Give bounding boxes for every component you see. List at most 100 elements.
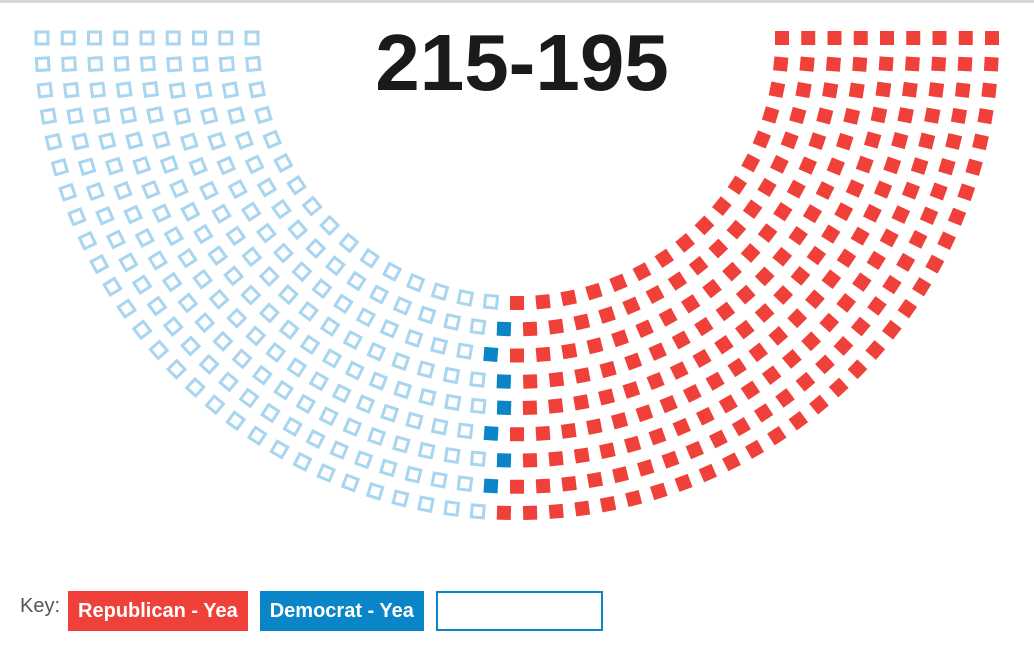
seat bbox=[548, 451, 564, 467]
seat bbox=[659, 394, 678, 414]
seat bbox=[795, 81, 812, 99]
seat bbox=[573, 447, 590, 464]
seat bbox=[332, 293, 354, 315]
seat bbox=[782, 348, 802, 369]
seat bbox=[786, 179, 806, 199]
seat bbox=[147, 250, 169, 271]
seat bbox=[61, 56, 77, 73]
seat bbox=[278, 319, 300, 341]
seat bbox=[748, 342, 769, 363]
seat bbox=[654, 248, 674, 269]
seat bbox=[162, 315, 184, 338]
seat bbox=[295, 393, 316, 415]
seat bbox=[287, 219, 309, 241]
seat bbox=[177, 292, 199, 314]
seat bbox=[58, 182, 78, 202]
seat bbox=[773, 201, 793, 222]
seat bbox=[692, 348, 712, 368]
seat bbox=[770, 155, 789, 174]
seat bbox=[417, 495, 435, 513]
seat bbox=[901, 181, 921, 200]
seat bbox=[244, 30, 260, 46]
seat bbox=[848, 82, 865, 99]
seat bbox=[561, 343, 578, 360]
seat bbox=[924, 107, 941, 124]
seat bbox=[195, 81, 213, 99]
seat bbox=[299, 334, 321, 356]
seat bbox=[879, 228, 899, 248]
seat bbox=[906, 31, 921, 45]
seat bbox=[198, 353, 220, 376]
seat bbox=[731, 417, 751, 437]
seat bbox=[240, 284, 262, 306]
seat bbox=[599, 442, 616, 460]
seat bbox=[735, 284, 756, 305]
seat bbox=[470, 397, 487, 415]
seat bbox=[852, 272, 872, 292]
seat bbox=[622, 381, 641, 399]
seat bbox=[772, 246, 793, 267]
seat bbox=[535, 294, 551, 310]
seat bbox=[329, 440, 350, 460]
seat bbox=[221, 81, 240, 99]
seat bbox=[788, 410, 809, 431]
seat bbox=[180, 201, 201, 222]
seat bbox=[159, 154, 179, 175]
seat bbox=[442, 366, 461, 385]
seat bbox=[522, 453, 538, 468]
seat bbox=[715, 301, 736, 322]
legend-entry: Democrat - Nay bbox=[435, 591, 603, 631]
seat bbox=[211, 203, 232, 224]
seat bbox=[218, 30, 234, 46]
seat bbox=[671, 330, 691, 350]
seat bbox=[87, 30, 102, 46]
seat bbox=[355, 394, 376, 414]
seat bbox=[891, 131, 909, 150]
seat bbox=[787, 308, 808, 329]
seat bbox=[308, 370, 330, 392]
seat bbox=[496, 453, 512, 468]
seat bbox=[359, 247, 381, 269]
seat bbox=[910, 157, 929, 175]
seat bbox=[222, 265, 245, 287]
seat bbox=[661, 450, 680, 469]
seat bbox=[694, 215, 715, 236]
seat bbox=[985, 31, 999, 45]
seat bbox=[116, 298, 138, 320]
seat bbox=[912, 277, 932, 297]
seat bbox=[344, 360, 365, 381]
seat bbox=[867, 296, 887, 316]
seat bbox=[204, 394, 226, 416]
seat bbox=[165, 358, 188, 380]
seat bbox=[740, 243, 761, 263]
seat bbox=[98, 131, 117, 151]
seat bbox=[305, 237, 327, 260]
seat bbox=[548, 503, 564, 519]
seat bbox=[208, 288, 230, 310]
seat bbox=[368, 371, 389, 391]
seat bbox=[983, 56, 999, 72]
seat bbox=[207, 131, 227, 151]
seat bbox=[60, 30, 76, 46]
seat bbox=[711, 196, 732, 216]
seat bbox=[132, 155, 152, 175]
seat bbox=[522, 321, 538, 337]
seat bbox=[744, 439, 765, 459]
seat bbox=[115, 81, 133, 99]
seat bbox=[282, 416, 303, 437]
seat bbox=[391, 489, 410, 508]
seat bbox=[225, 225, 247, 247]
seat bbox=[510, 427, 524, 442]
seat bbox=[417, 441, 436, 460]
seat bbox=[932, 31, 947, 45]
seat bbox=[798, 156, 817, 175]
seat bbox=[273, 152, 294, 174]
seat bbox=[218, 55, 236, 73]
seat bbox=[561, 475, 577, 492]
seat bbox=[430, 417, 449, 436]
seat bbox=[805, 289, 825, 310]
seat bbox=[918, 132, 936, 150]
seat bbox=[319, 214, 341, 236]
seat bbox=[801, 331, 822, 352]
seat bbox=[251, 364, 273, 386]
